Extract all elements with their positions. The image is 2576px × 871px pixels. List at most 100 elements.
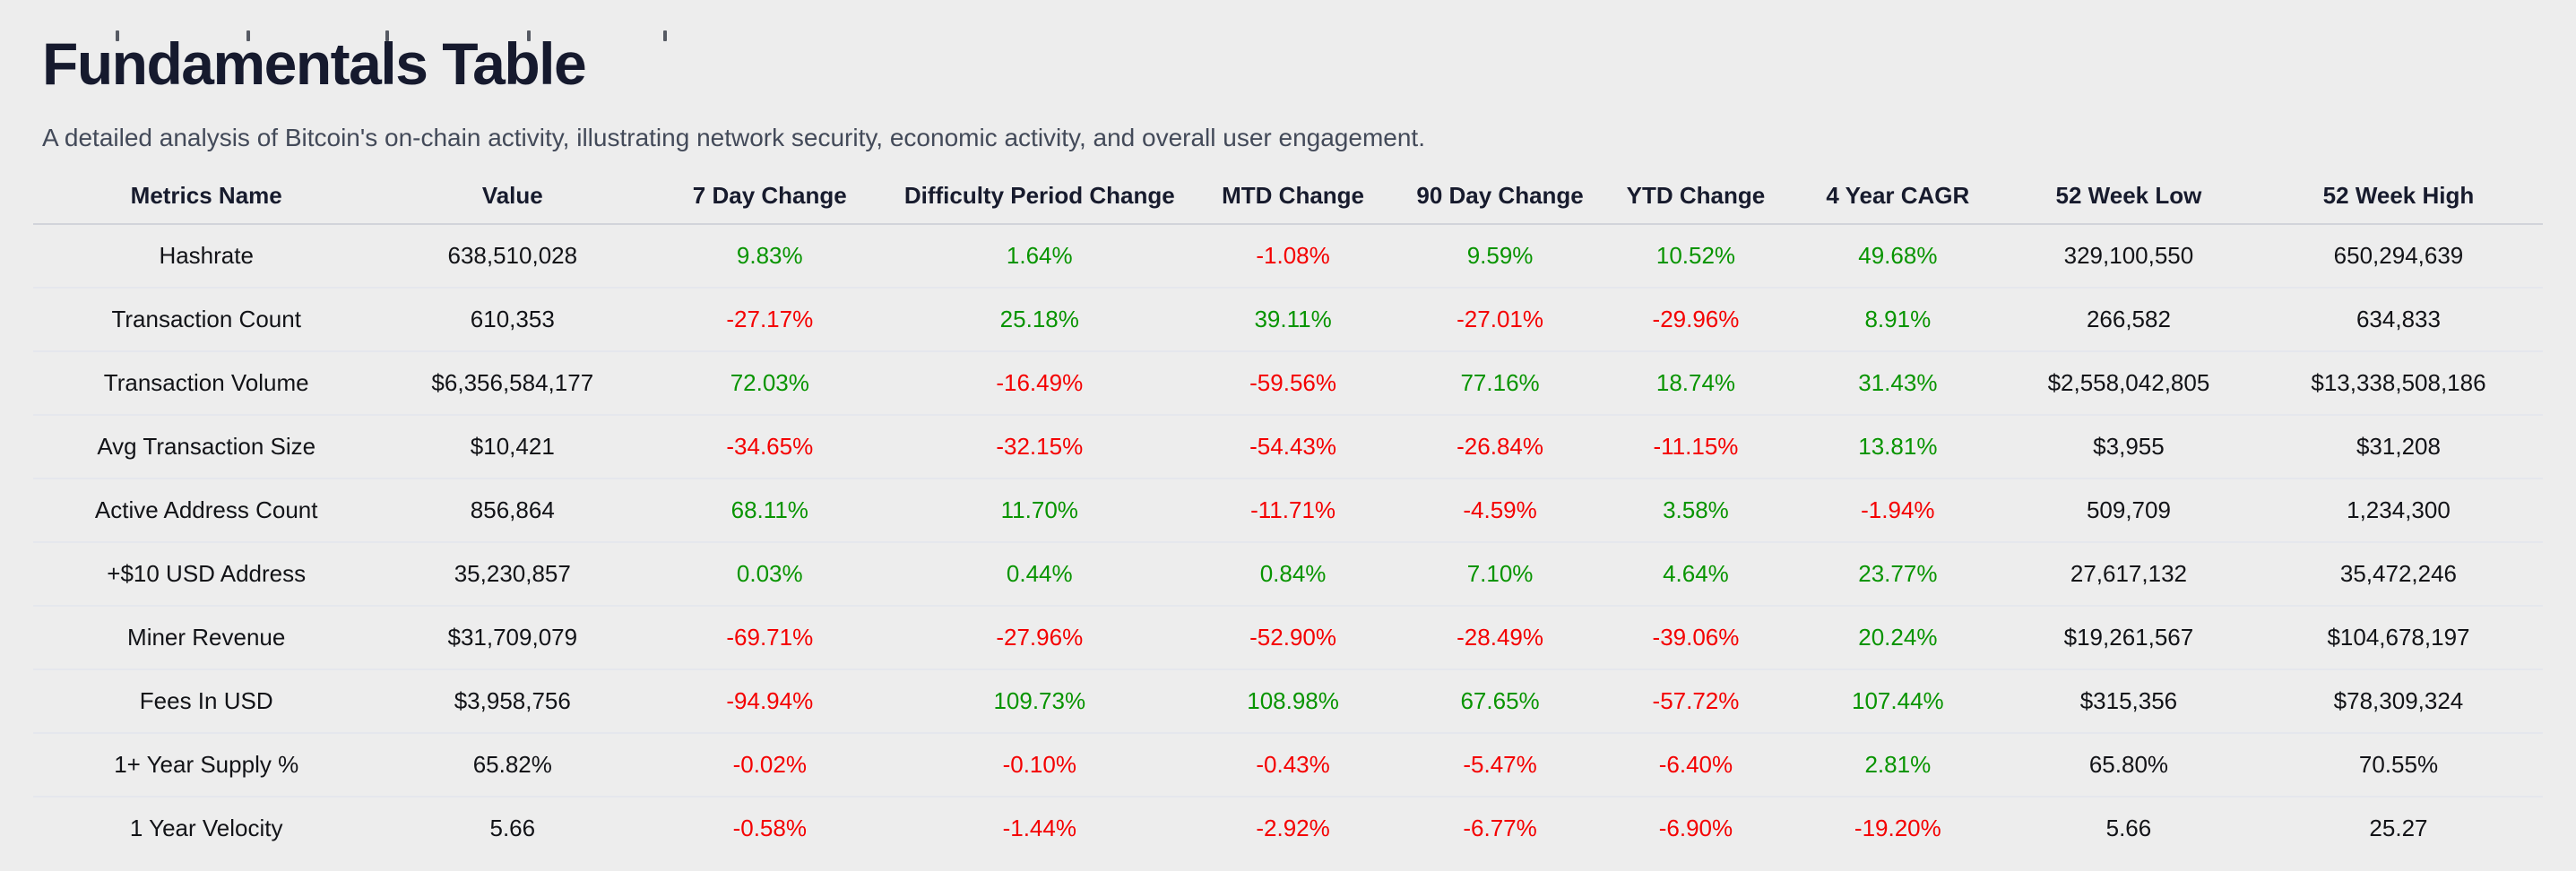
column-header-change-ytd: YTD Change <box>1599 168 1793 225</box>
table-row: Fees In USD $3,958,756 -94.94% 109.73% 108.9… <box>33 668 2543 733</box>
cell-low-52w: $19,261,567 <box>2002 605 2254 669</box>
cell-high-52w: 1,234,300 <box>2253 478 2543 542</box>
cell-value: $3,958,756 <box>379 668 646 733</box>
cell-low-52w: 509,709 <box>2002 478 2254 542</box>
column-header-change-difficulty: Difficulty Period Change <box>894 168 1186 225</box>
cell-change-90d: -26.84% <box>1400 414 1600 479</box>
column-header-high-52w: 52 Week High <box>2253 168 2543 225</box>
table-row: Miner Revenue $31,709,079 -69.71% -27.96% -5… <box>33 605 2543 669</box>
cell-low-52w: 65.80% <box>2002 732 2254 797</box>
cell-value: 610,353 <box>379 287 646 351</box>
cell-cagr-4y: 20.24% <box>1792 605 2003 669</box>
table-row: 1 Year Velocity 5.66 -0.58% -1.44% -2.92% -6.… <box>33 796 2543 859</box>
column-header-cagr-4y: 4 Year CAGR <box>1792 168 2003 225</box>
cell-change-difficulty: 11.70% <box>894 478 1186 542</box>
cell-change-7d: 68.11% <box>645 478 895 542</box>
cell-change-ytd: -6.40% <box>1599 732 1793 797</box>
cell-change-7d: -69.71% <box>645 605 895 669</box>
cell-metric: Hashrate <box>159 242 254 269</box>
cell-high-52w: 634,833 <box>2253 287 2543 351</box>
cell-low-52w: 27,617,132 <box>2002 541 2254 606</box>
page-subtitle: A detailed analysis of Bitcoin's on-chai… <box>42 124 1425 151</box>
column-header-value: Value <box>379 168 646 225</box>
cell-change-ytd: 4.64% <box>1599 541 1793 606</box>
cell-change-difficulty: 1.64% <box>1006 242 1073 269</box>
cell-metric: Active Address Count <box>33 478 380 542</box>
cell-cagr-4y: 107.44% <box>1792 668 2003 733</box>
cell-change-ytd: -29.96% <box>1599 287 1793 351</box>
cell-value: 35,230,857 <box>379 541 646 606</box>
table-row: Active Address Count 856,864 68.11% 11.70% -… <box>33 478 2543 542</box>
cell-change-mtd: -59.56% <box>1185 350 1401 415</box>
cropped-glyph <box>385 30 389 41</box>
cell-low-52w: 266,582 <box>2002 287 2254 351</box>
cell-high-52w: 25.27 <box>2253 796 2543 859</box>
cell-metric: Fees In USD <box>33 668 380 733</box>
cell-metric: Miner Revenue <box>33 605 380 669</box>
cell-metric: Transaction Volume <box>33 350 380 415</box>
cell-value: $6,356,584,177 <box>379 350 646 415</box>
cell-low-52w: $315,356 <box>2002 668 2254 733</box>
cell-change-90d: 77.16% <box>1400 350 1600 415</box>
cell-low-52w: $2,558,042,805 <box>2002 350 2254 415</box>
table-row: Hashrate 638,510,028 9.83% 1.64% -1.08% 9.59%… <box>33 224 2543 288</box>
cell-low-52w: 329,100,550 <box>2063 242 2194 269</box>
cell-change-difficulty: 0.44% <box>894 541 1186 606</box>
cell-change-ytd: -11.15% <box>1599 414 1793 479</box>
cell-high-52w: $104,678,197 <box>2253 605 2543 669</box>
cell-change-7d: -94.94% <box>645 668 895 733</box>
cell-metric: Avg Transaction Size <box>33 414 380 479</box>
cell-high-52w: 650,294,639 <box>2333 242 2464 269</box>
cell-high-52w: $31,208 <box>2253 414 2543 479</box>
cell-change-mtd: -54.43% <box>1185 414 1401 479</box>
cell-change-7d: 72.03% <box>645 350 895 415</box>
cell-change-90d: 67.65% <box>1400 668 1600 733</box>
cell-value: 856,864 <box>379 478 646 542</box>
cell-cagr-4y: -1.94% <box>1792 478 2003 542</box>
cropped-glyph <box>527 30 531 41</box>
cell-change-90d: -5.47% <box>1400 732 1600 797</box>
cell-high-52w: $78,309,324 <box>2253 668 2543 733</box>
column-header-change-90d: 90 Day Change <box>1400 168 1600 225</box>
cell-high-52w: 70.55% <box>2253 732 2543 797</box>
cell-low-52w: 5.66 <box>2002 796 2254 859</box>
cell-value: $10,421 <box>379 414 646 479</box>
cell-change-90d: 9.59% <box>1466 242 1534 269</box>
cell-change-mtd: 108.98% <box>1185 668 1401 733</box>
cell-change-90d: 7.10% <box>1400 541 1600 606</box>
cell-change-mtd: 0.84% <box>1185 541 1401 606</box>
column-header-low-52w: 52 Week Low <box>2002 168 2254 225</box>
cell-change-ytd: 3.58% <box>1599 478 1793 542</box>
cell-change-7d: -0.58% <box>645 796 895 859</box>
cell-change-mtd: -2.92% <box>1185 796 1401 859</box>
cell-cagr-4y: 8.91% <box>1792 287 2003 351</box>
cropped-glyph <box>663 30 667 41</box>
cell-change-90d: -28.49% <box>1400 605 1600 669</box>
cell-metric: +$10 USD Address <box>33 541 380 606</box>
column-header-metric: Metrics Name <box>33 168 380 225</box>
cell-metric: Transaction Count <box>33 287 380 351</box>
cell-change-difficulty: -1.44% <box>894 796 1186 859</box>
cell-cagr-4y: 2.81% <box>1792 732 2003 797</box>
page: { "page": { "title": "Fundamentals Table… <box>0 30 2576 871</box>
cell-change-mtd: -52.90% <box>1185 605 1401 669</box>
column-header-change-7d: 7 Day Change <box>645 168 895 225</box>
cell-change-7d: -0.02% <box>645 732 895 797</box>
cell-change-ytd: -6.90% <box>1599 796 1793 859</box>
cell-change-ytd: -39.06% <box>1599 605 1793 669</box>
cell-change-ytd: 18.74% <box>1599 350 1793 415</box>
cell-cagr-4y: 49.68% <box>1858 242 1938 269</box>
cropped-glyph <box>246 30 250 41</box>
cell-change-difficulty: -0.10% <box>894 732 1186 797</box>
cropped-glyph <box>116 30 119 41</box>
fundamentals-section: Fundamentals Table A detailed analysis o… <box>0 34 2576 859</box>
cell-change-mtd: -1.08% <box>1256 242 1330 269</box>
cell-change-difficulty: 25.18% <box>894 287 1186 351</box>
cell-change-7d: -34.65% <box>645 414 895 479</box>
table-row: Transaction Count 610,353 -27.17% 25.18% 39.… <box>33 287 2543 351</box>
cell-metric: 1 Year Velocity <box>33 796 380 859</box>
table-row: Avg Transaction Size $10,421 -34.65% -32.15… <box>33 414 2543 479</box>
fundamentals-table: Metrics Name Value 7 Day Change Difficulty … <box>33 168 2543 859</box>
cell-change-mtd: -11.71% <box>1185 478 1401 542</box>
page-title: Fundamentals Table <box>42 30 587 97</box>
